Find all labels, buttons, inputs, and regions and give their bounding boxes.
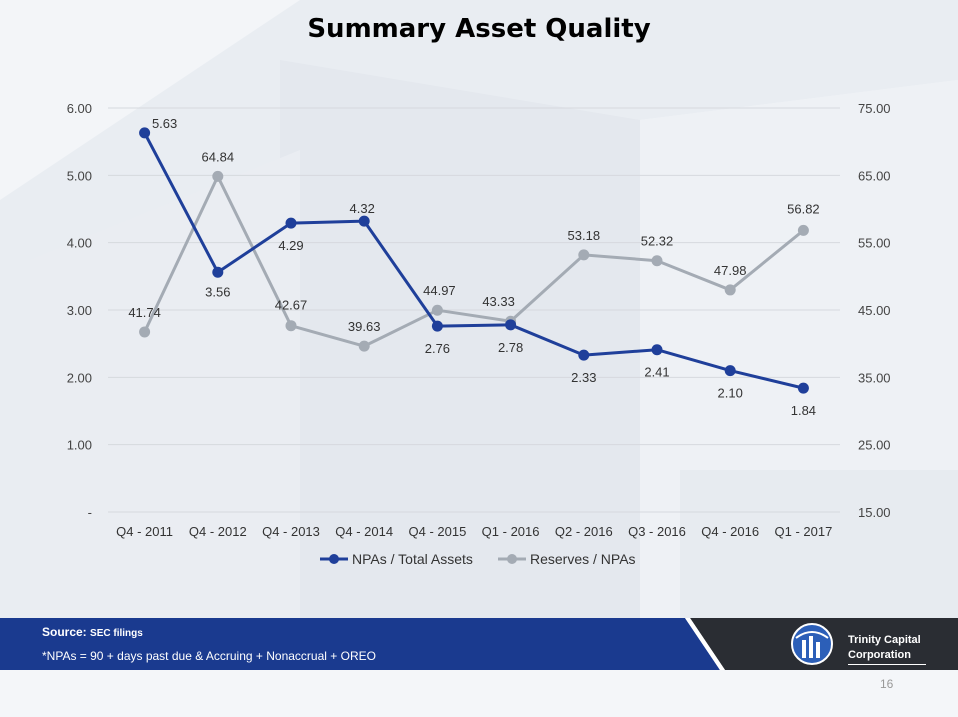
right-axis-tick-label: 35.00 — [858, 370, 891, 385]
x-axis-tick-label: Q4 - 2015 — [408, 524, 466, 539]
data-point-reserves — [212, 170, 224, 182]
asset-quality-chart: - 1.00 2.00 3.00 4.00 5.00 6.00 15.00 25.00 35.00… — [67, 101, 891, 567]
right-axis-tick-label: 55.00 — [858, 236, 891, 251]
data-label-npas: 5.63 — [152, 116, 177, 131]
x-axis-tick-label: Q4 - 2016 — [701, 524, 759, 539]
source-line: Source: SEC filings — [42, 625, 143, 639]
series-line-reserves — [143, 174, 805, 348]
data-point-npas — [431, 320, 443, 332]
data-label-reserves: 44.97 — [423, 283, 456, 298]
legend-marker-reserves — [507, 554, 517, 564]
data-point-reserves — [285, 320, 297, 332]
x-axis-tick-label: Q4 - 2011 — [116, 524, 173, 539]
left-axis-tick-label: 6.00 — [67, 101, 92, 116]
x-axis-tick-label: Q1 - 2017 — [774, 524, 832, 539]
data-label-npas: 2.76 — [425, 341, 450, 356]
data-label-reserves: 41.74 — [128, 305, 161, 320]
company-logo — [791, 623, 833, 665]
data-label-reserves: 53.18 — [568, 228, 601, 243]
data-label-reserves: 43.33 — [482, 294, 515, 309]
data-point-npas — [651, 344, 663, 356]
legend-label-npas: NPAs / Total Assets — [352, 551, 473, 567]
left-axis-tick-label: - — [88, 505, 92, 520]
company-name-line1: Trinity Capital — [848, 634, 921, 646]
data-point-reserves — [797, 224, 809, 236]
company-name: Trinity Capital Corporation — [848, 633, 921, 663]
left-axis-tick-label: 3.00 — [67, 303, 92, 318]
page-number: 16 — [880, 677, 894, 691]
data-point-npas — [797, 382, 809, 394]
data-label-reserves: 52.32 — [641, 234, 674, 249]
data-label-npas: 2.41 — [644, 365, 669, 380]
data-label-npas: 4.29 — [278, 238, 303, 253]
legend-label-reserves: Reserves / NPAs — [530, 551, 636, 567]
x-axis-tick-label: Q4 - 2013 — [262, 524, 320, 539]
legend-marker-npas — [329, 554, 339, 564]
data-point-npas — [139, 127, 151, 139]
data-point-npas — [578, 349, 590, 361]
npa-footnote: *NPAs = 90 + days past due & Accruing + … — [42, 649, 376, 663]
x-axis-tick-label: Q4 - 2014 — [335, 524, 393, 539]
data-point-reserves — [431, 304, 443, 316]
source-label: Source: — [42, 625, 87, 639]
left-axis-tick-label: 2.00 — [67, 370, 92, 385]
right-axis-tick-label: 25.00 — [858, 438, 891, 453]
data-point-reserves — [139, 326, 151, 338]
data-point-npas — [285, 217, 297, 229]
data-point-npas — [358, 215, 370, 227]
data-label-npas: 2.33 — [571, 370, 596, 385]
x-axis-tick-label: Q2 - 2016 — [555, 524, 613, 539]
data-point-npas — [212, 266, 224, 278]
x-axis-tick-label: Q4 - 2012 — [189, 524, 247, 539]
data-label-npas: 2.10 — [718, 386, 743, 401]
data-label-reserves: 56.82 — [787, 201, 820, 216]
data-label-reserves: 42.67 — [275, 298, 308, 313]
series-line-npas — [143, 132, 804, 390]
right-axis-tick-label: 65.00 — [858, 168, 891, 183]
right-axis-tick-label: 45.00 — [858, 303, 891, 318]
left-axis-tick-label: 1.00 — [67, 438, 92, 453]
left-axis-tick-label: 5.00 — [67, 168, 92, 183]
data-label-npas: 1.84 — [791, 403, 816, 418]
data-point-reserves — [578, 249, 590, 261]
data-label-reserves: 64.84 — [202, 149, 235, 164]
data-label-reserves: 39.63 — [348, 319, 381, 334]
right-axis-tick-label: 15.00 — [858, 505, 891, 520]
source-value: SEC filings — [90, 628, 143, 639]
data-label-npas: 4.32 — [350, 201, 375, 216]
data-label-npas: 2.78 — [498, 340, 523, 355]
company-name-line2: Corporation — [848, 649, 911, 661]
data-point-npas — [724, 365, 736, 377]
slide-title: Summary Asset Quality — [307, 14, 651, 44]
data-point-reserves — [724, 284, 736, 296]
data-label-reserves: 47.98 — [714, 263, 747, 278]
data-label-npas: 3.56 — [205, 284, 230, 299]
data-point-npas — [505, 319, 517, 331]
right-axis-tick-label: 75.00 — [858, 101, 891, 116]
data-point-reserves — [358, 340, 370, 352]
data-point-reserves — [651, 255, 663, 267]
footer-blue-band — [0, 618, 720, 670]
x-axis-tick-label: Q3 - 2016 — [628, 524, 686, 539]
left-axis-tick-label: 4.00 — [67, 236, 92, 251]
company-name-underline — [848, 664, 926, 665]
x-axis-tick-label: Q1 - 2016 — [482, 524, 540, 539]
